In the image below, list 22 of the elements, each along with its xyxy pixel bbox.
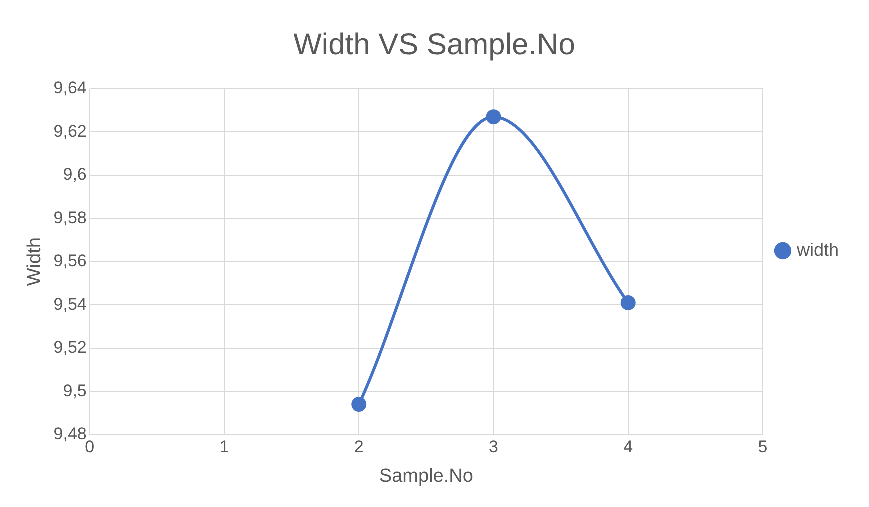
x-tick-label: 4 (624, 438, 634, 457)
y-tick-label: 9,48 (54, 424, 87, 444)
y-tick-label: 9,62 (54, 122, 87, 141)
x-tick-label: 3 (489, 438, 498, 457)
x-axis-title: Sample.No (379, 466, 474, 487)
y-axis-title: Width (24, 238, 46, 286)
x-tick-label: 5 (758, 438, 768, 457)
point (620, 295, 636, 310)
y-tick-label: 9,56 (54, 252, 87, 271)
y-tick-label: 9,5 (63, 381, 87, 400)
y-tick-label: 9,64 (54, 78, 87, 98)
point (352, 397, 367, 412)
y-tick-label: 9,54 (54, 294, 87, 314)
x-tick-label: 0 (85, 438, 95, 457)
legend-label: width (796, 240, 840, 260)
point (486, 110, 502, 125)
y-tick-label: 9,52 (54, 338, 87, 358)
chart-title: Width VS Sample.No (294, 28, 576, 62)
x-tick-label: 2 (354, 438, 364, 457)
y-tick-label: 9,58 (54, 208, 87, 228)
y-tick-label: 9,6 (63, 165, 87, 184)
x-tick-label: 1 (220, 438, 230, 457)
